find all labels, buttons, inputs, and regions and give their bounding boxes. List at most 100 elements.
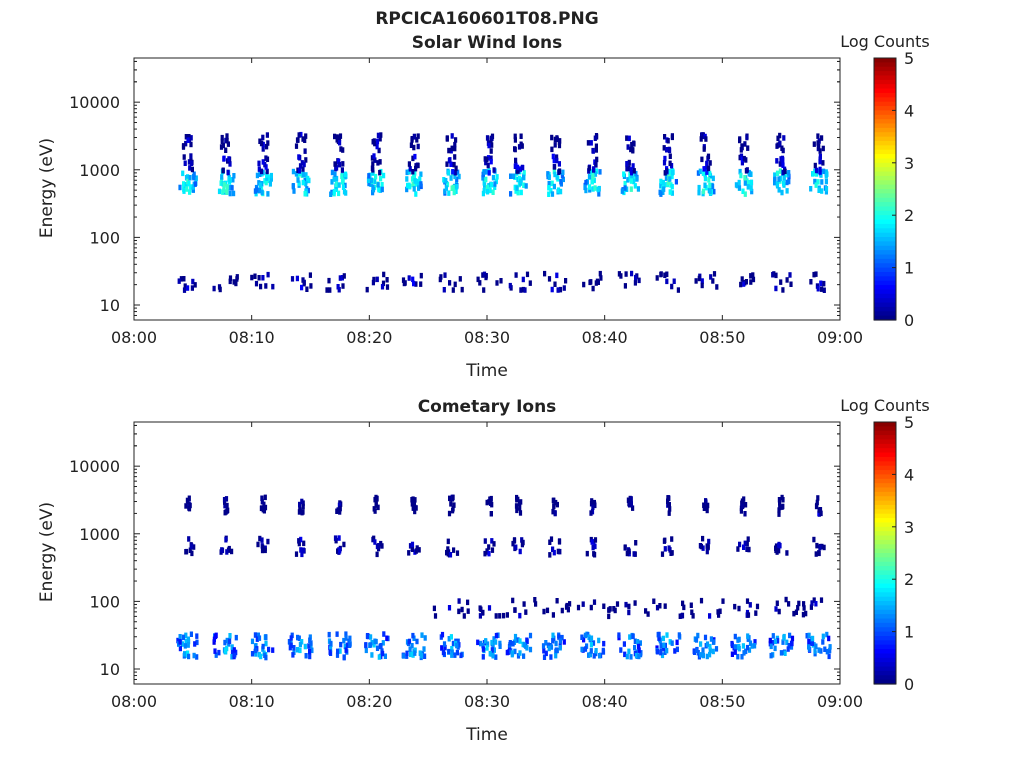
spectrogram-cell [189, 184, 193, 190]
spectrogram-cell [490, 639, 494, 646]
spectrogram-cell [551, 612, 555, 618]
spectrogram-cell [268, 181, 272, 187]
spectrogram-cell [487, 605, 492, 611]
spectrogram-cell [224, 537, 228, 543]
spectrogram-cell [705, 641, 710, 647]
spectrogram-cell [810, 600, 814, 606]
spectrogram-cell [368, 642, 373, 648]
spectrogram-cell [805, 633, 809, 639]
spectrogram-cell [542, 608, 546, 615]
spectrogram-cell [817, 187, 821, 193]
spectrogram-cell [632, 168, 636, 174]
spectrogram-cell [817, 507, 821, 513]
spectrogram-cell [489, 148, 493, 154]
spectrogram-cell [298, 641, 302, 648]
spectrogram-cell [813, 170, 817, 177]
spectrogram-cell [194, 175, 198, 181]
spectrogram-cell [217, 188, 222, 195]
spectrogram-cell [257, 635, 262, 641]
spectrogram-cell [742, 544, 746, 550]
colorbar-segment [874, 583, 896, 589]
spectrogram-cell [310, 647, 314, 654]
spectrogram-cell [450, 145, 454, 152]
spectrogram-cell [451, 184, 455, 191]
spectrogram-cell [495, 280, 499, 286]
spectrogram-cell [341, 283, 345, 289]
spectrogram-cell [502, 612, 506, 619]
colorbar-frame [873, 421, 897, 685]
spectrogram-cell [405, 169, 409, 176]
spectrogram-cell [259, 140, 264, 147]
x-tick-label: 08:50 [699, 328, 745, 347]
x-tick-label: 09:00 [817, 692, 863, 711]
spectrogram-cell [407, 161, 411, 167]
spectrogram-cell [813, 162, 817, 169]
spectrogram-cell [707, 538, 711, 545]
spectrogram-cell [232, 279, 236, 285]
colorbar-segment [874, 158, 896, 164]
spectrogram-cell [822, 168, 826, 175]
spectrogram-cell [701, 188, 706, 195]
spectrogram-cell [269, 176, 273, 182]
spectrogram-cell [511, 173, 515, 179]
spectrogram-cell [184, 549, 188, 555]
spectrogram-cell [665, 168, 669, 174]
spectrogram-cell [828, 644, 832, 650]
spectrogram-cell [700, 278, 704, 284]
spectrogram-cell [408, 543, 413, 549]
spectrogram-cell [367, 173, 371, 179]
spectrogram-cell [558, 168, 562, 174]
spectrogram-cell [705, 653, 709, 660]
spectrogram-cell [625, 135, 629, 141]
spectrogram-cell [223, 647, 227, 654]
spectrogram-cell [189, 141, 193, 148]
spectrogram-cell [774, 547, 778, 554]
spectrogram-cell [402, 280, 406, 287]
spectrogram-cell [405, 653, 409, 659]
spectrogram-cell [302, 161, 306, 168]
spectrogram-cell [449, 161, 453, 167]
spectrogram-cell [675, 646, 679, 653]
spectrogram-cell [613, 607, 617, 614]
spectrogram-cell [330, 179, 334, 185]
spectrogram-cell [327, 631, 331, 638]
spectrogram-cell [377, 147, 381, 154]
spectrogram-cell [178, 184, 182, 191]
spectrogram-cell [700, 156, 704, 163]
spectrogram-cell [702, 146, 706, 152]
spectrogram-cell [443, 644, 447, 651]
spectrogram-cell [818, 153, 822, 160]
colorbar-segment [874, 666, 896, 672]
spectrogram-cell [187, 536, 191, 542]
spectrogram-cell [711, 278, 715, 284]
spectrogram-cell [489, 511, 493, 517]
spectrogram-cell [476, 276, 480, 283]
colorbar-segment [874, 285, 896, 291]
colorbar-tick-label: 4 [904, 465, 914, 484]
spectrogram-cell [516, 653, 521, 659]
spectrogram-cell [327, 277, 331, 284]
colorbar-segment [874, 574, 896, 580]
spectrogram-cell [623, 283, 627, 289]
spectrogram-cell [519, 133, 523, 139]
spectrogram-cell [634, 274, 638, 281]
spectrogram-cells [177, 131, 829, 293]
spectrogram-cell [344, 171, 348, 178]
spectrogram-cell [514, 272, 518, 278]
spectrogram-cell [333, 133, 337, 140]
spectrogram-cell [490, 135, 494, 142]
spectrogram-cell [820, 286, 824, 292]
spectrogram-cell [659, 271, 663, 278]
spectrogram-cell [705, 548, 709, 555]
spectrogram-cell [518, 548, 522, 555]
spectrogram-cell [486, 184, 491, 191]
spectrogram-cell [478, 613, 482, 619]
spectrogram-cell [776, 142, 780, 148]
spectrogram-cell [329, 640, 333, 647]
spectrogram-plot: 08:00 08:10 08:20 08:30 08:40 08:50 09:00 10 100… [69, 57, 863, 347]
spectrogram-cell [415, 545, 419, 551]
spectrogram-cell [589, 642, 593, 648]
spectrogram-cell [778, 140, 782, 147]
spectrogram-cell [476, 639, 480, 646]
spectrogram-cell [794, 609, 798, 615]
